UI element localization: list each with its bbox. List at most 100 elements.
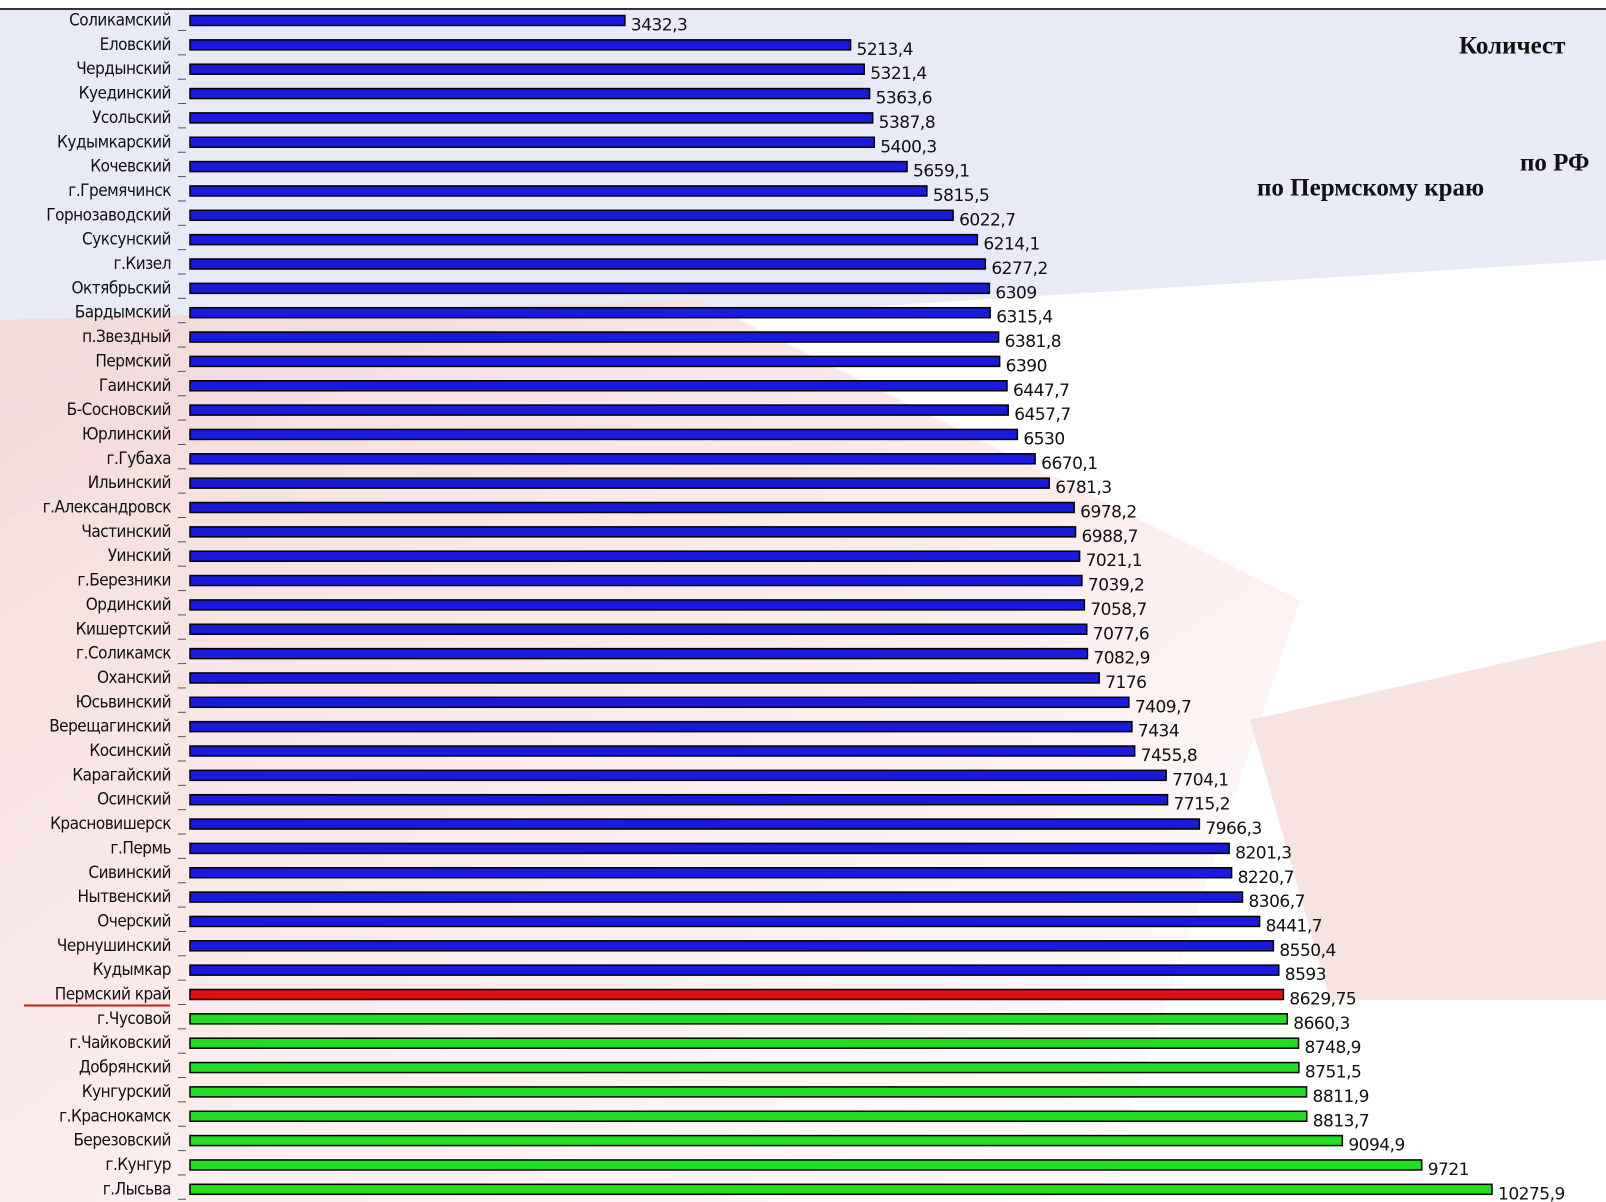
value-label: 8306,7 (1248, 892, 1304, 912)
category-label: Березовский (73, 1131, 171, 1151)
bar (189, 745, 1136, 757)
value-label: 6214,1 (983, 235, 1039, 255)
bar (189, 623, 1088, 635)
category-label: Кунгурский (82, 1082, 171, 1102)
value-label: 7434 (1138, 722, 1179, 742)
category-label: Кудымкар (93, 960, 171, 980)
bar (189, 891, 1244, 903)
bar (189, 1110, 1308, 1122)
value-label: 5659,1 (913, 162, 969, 182)
category-label: Оханский (97, 668, 171, 688)
value-label: 6390 (1006, 356, 1047, 376)
value-label: 7176 (1105, 673, 1146, 693)
category-label: Юрлинский (82, 424, 171, 444)
value-label: 5321,4 (870, 64, 926, 84)
bar (189, 501, 1075, 514)
category-label: Нытвенский (78, 887, 171, 907)
value-label: 5815,5 (933, 186, 989, 206)
category-label: Частинский (81, 522, 171, 542)
bar (189, 136, 875, 148)
category-label: Уинский (108, 546, 171, 566)
bar (189, 672, 1100, 684)
category-label: Осинский (97, 790, 171, 810)
bar (189, 1013, 1289, 1025)
bar (189, 1086, 1308, 1098)
value-label: 10275,9 (1498, 1184, 1565, 1202)
value-label: 6309 (995, 283, 1036, 303)
bar (189, 599, 1086, 611)
category-label: Добрянский (79, 1058, 171, 1078)
bar (189, 550, 1081, 562)
value-label: 9094,9 (1348, 1136, 1404, 1156)
category-label: Ильинский (88, 473, 171, 493)
bar (189, 818, 1201, 830)
category-label: Кочевский (90, 157, 171, 177)
category-label: Горнозаводский (46, 205, 171, 225)
value-label: 9721 (1428, 1160, 1469, 1180)
bar (189, 647, 1089, 660)
category-label: Гаинский (99, 376, 171, 396)
bar (189, 112, 874, 124)
category-label: Усольский (92, 108, 171, 128)
category-label: Красновишерск (50, 814, 171, 834)
category-label: г.Лысьва (103, 1179, 171, 1199)
category-label: г.Березники (77, 571, 171, 591)
bar (189, 282, 991, 295)
value-label: 7058,7 (1090, 600, 1146, 620)
category-label: Кудымкарский (57, 132, 171, 152)
category-label: Верещагинский (49, 717, 171, 737)
title-line: Количест (1459, 33, 1565, 60)
category-label: г.Краснокамск (59, 1106, 171, 1126)
bar (189, 14, 626, 27)
bar (189, 160, 908, 173)
bar (189, 87, 871, 100)
bar (189, 331, 1000, 343)
value-label: 8441,7 (1266, 916, 1322, 936)
value-label: 7021,1 (1086, 551, 1142, 571)
value-label: 6530 (1023, 429, 1064, 449)
category-label: г.Гремячинск (68, 181, 171, 201)
bar (189, 1183, 1493, 1196)
category-label: Чердынский (76, 59, 171, 79)
category-label: г.Александровск (43, 498, 172, 518)
category-label: Бардымский (75, 303, 171, 323)
value-label: 8748,9 (1305, 1038, 1361, 1058)
bar (189, 769, 1167, 782)
bar (189, 380, 1008, 392)
category-label: г.Чайковский (69, 1033, 171, 1053)
value-label: 6447,7 (1013, 381, 1069, 401)
category-label: Суксунский (82, 230, 171, 250)
title-line: по Пермскому краю (1257, 175, 1484, 202)
value-label: 8629,75 (1289, 990, 1356, 1010)
value-label: 7455,8 (1141, 746, 1197, 766)
bar (189, 915, 1261, 928)
category-label: г.Пермь (110, 838, 171, 858)
category-label: Октябрьский (71, 278, 171, 298)
bar (189, 1159, 1423, 1171)
category-label: Кишертский (76, 619, 171, 639)
category-label: Пермский (95, 351, 171, 371)
bar (189, 39, 852, 51)
value-label: 5387,8 (879, 113, 935, 133)
title-line: по РФ (1520, 150, 1589, 177)
value-label: 8550,4 (1279, 941, 1335, 961)
bar (189, 574, 1083, 587)
category-label: Куединский (79, 84, 171, 104)
bar (189, 696, 1130, 709)
value-label: 8813,7 (1313, 1111, 1369, 1131)
value-label: 8220,7 (1238, 868, 1294, 888)
bar (189, 453, 1036, 465)
value-label: 6381,8 (1005, 332, 1061, 352)
value-label: 6781,3 (1055, 478, 1111, 498)
value-label: 7704,1 (1172, 770, 1228, 790)
value-label: 5363,6 (876, 89, 932, 109)
bar (189, 720, 1133, 733)
bar (189, 1134, 1344, 1147)
value-label: 8593 (1285, 965, 1326, 985)
category-label: Пермский край (55, 985, 171, 1005)
category-label: Еловский (100, 35, 171, 55)
bar (189, 964, 1280, 976)
bar (189, 428, 1019, 441)
bar (189, 477, 1050, 489)
